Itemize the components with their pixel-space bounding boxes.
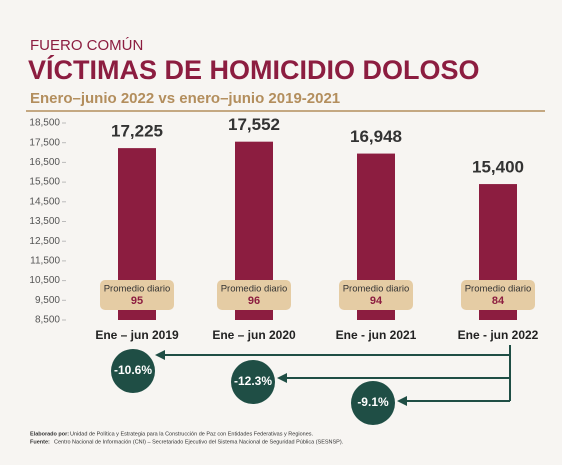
footer-label: Fuente: <box>30 439 50 445</box>
y-tick-label: 17,500 <box>29 137 60 148</box>
value-label: 16,948 <box>350 127 402 146</box>
change-badge <box>111 349 155 393</box>
value-label: 17,225 <box>111 122 163 141</box>
y-tick-label: 11,500 <box>30 256 60 267</box>
x-tick-label: Ene – jun 2020 <box>212 328 296 342</box>
arrowhead <box>277 373 287 383</box>
daily-average-box <box>217 280 291 310</box>
y-tick-label: 10,500 <box>29 275 60 286</box>
arrowhead <box>397 396 407 406</box>
daily-average-value: 84 <box>492 295 505 307</box>
y-tick-label: 9,500 <box>35 295 60 306</box>
daily-average-value: 94 <box>370 295 383 307</box>
footer-label: Elaborado por: <box>30 431 69 437</box>
daily-average-box <box>339 280 413 310</box>
x-tick-label: Ene - jun 2021 <box>336 328 417 342</box>
change-badge <box>351 381 395 425</box>
y-tick-label: 18,500 <box>29 118 60 129</box>
daily-average-box <box>461 280 535 310</box>
daily-average-value: 95 <box>131 295 143 307</box>
daily-average-box <box>100 280 174 310</box>
footer-text: Centro Nacional de Información (CNI) – S… <box>54 439 344 445</box>
daily-average-label: Promedio diario <box>465 284 532 295</box>
y-tick-label: 16,500 <box>29 157 60 168</box>
y-tick-label: 13,500 <box>29 216 60 227</box>
subtitle: Enero–junio 2022 vs enero–junio 2019-202… <box>30 90 340 107</box>
y-tick-label: 14,500 <box>29 196 60 207</box>
y-tick-label: 15,500 <box>29 177 60 188</box>
value-label: 17,552 <box>228 115 280 134</box>
value-label: 15,400 <box>472 158 524 177</box>
change-badge <box>231 360 275 404</box>
x-tick-label: Ene - jun 2022 <box>458 328 539 342</box>
x-tick-label: Ene – jun 2019 <box>95 328 179 342</box>
y-tick-label: 12,500 <box>29 236 60 247</box>
daily-average-label: Promedio diario <box>343 284 410 295</box>
y-tick-label: 8,500 <box>35 315 60 326</box>
kicker: FUERO COMÚN <box>30 37 143 54</box>
change-label: -12.3% <box>234 374 272 388</box>
change-label: -9.1% <box>357 395 389 409</box>
daily-average-value: 96 <box>248 295 260 307</box>
daily-average-label: Promedio diario <box>221 284 288 295</box>
arrowhead <box>155 350 165 360</box>
daily-average-label: Promedio diario <box>104 284 171 295</box>
chart-title: VÍCTIMAS DE HOMICIDIO DOLOSO <box>28 54 480 85</box>
change-label: -10.6% <box>114 363 152 377</box>
footer-text: Unidad de Política y Estrategia para la … <box>70 431 314 437</box>
